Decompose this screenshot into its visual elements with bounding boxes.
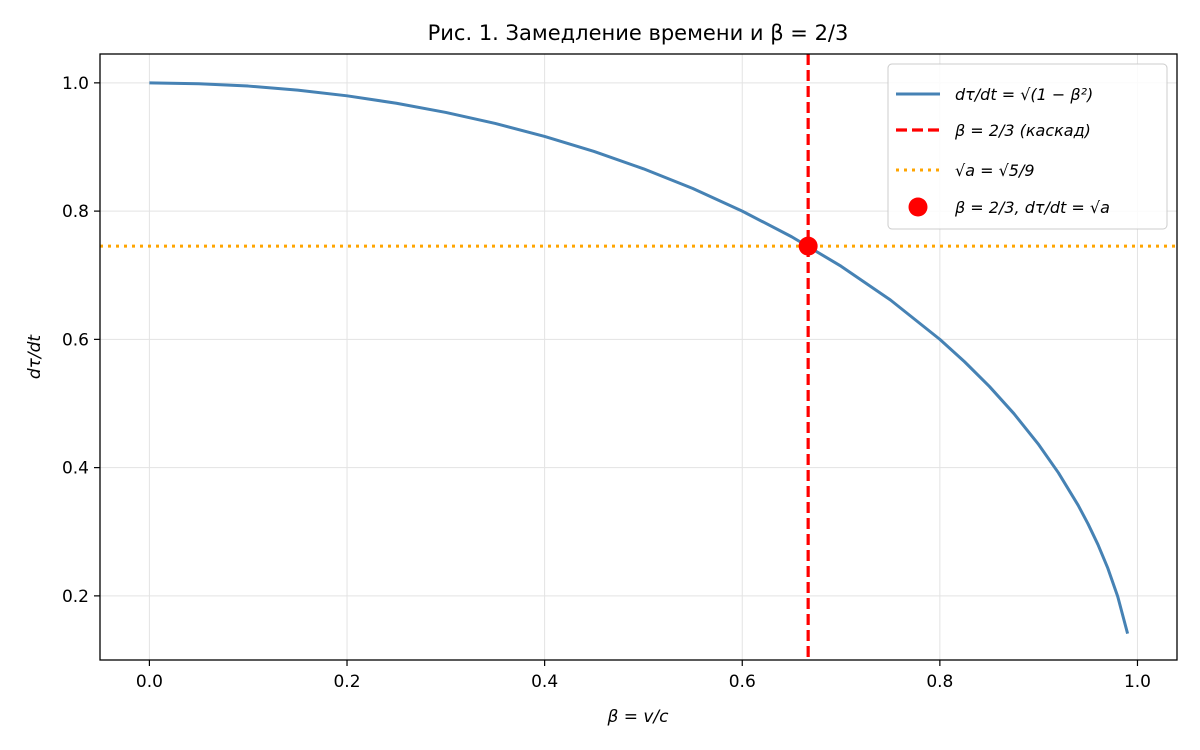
y-axis-label: dτ/dt: [25, 334, 45, 380]
intersection-point: [798, 236, 818, 256]
legend-label: β = 2/3 (каскад): [954, 121, 1091, 140]
plot-area: [100, 54, 1177, 660]
legend-box: [887, 63, 1168, 230]
y-tick-label: 0.4: [62, 459, 89, 479]
time-dilation-curve: [149, 81, 1130, 635]
x-axis: 0.0 0.2 0.4 0.6 0.8 1.0: [136, 660, 1151, 692]
y-tick-label: 1.0: [62, 74, 89, 94]
legend: dτ/dt = √(1 − β²) β = 2/3 (каскад) √a = √5…: [887, 63, 1168, 230]
legend-label: β = 2/3, dτ/dt = √a: [954, 198, 1110, 217]
legend-label: √a = √5/9: [955, 161, 1035, 180]
x-tick-label: 0.0: [136, 672, 163, 692]
y-tick-label: 0.2: [62, 587, 89, 607]
y-axis: 0.2 0.4 0.6 0.8 1.0: [62, 74, 100, 607]
legend-label: dτ/dt = √(1 − β²): [955, 85, 1093, 104]
x-tick-label: 0.8: [926, 672, 953, 692]
legend-point-marker: [908, 197, 928, 217]
x-tick-label: 1.0: [1124, 672, 1151, 692]
x-tick-label: 0.4: [531, 672, 558, 692]
axes-frame: [99, 53, 1178, 661]
x-axis-label: β = v/c: [606, 707, 669, 727]
y-tick-label: 0.8: [62, 202, 89, 222]
x-tick-label: 0.2: [333, 672, 360, 692]
chart-title: Рис. 1. Замедление времени и β = 2/3: [428, 21, 849, 45]
y-tick-label: 0.6: [62, 330, 89, 350]
x-tick-label: 0.6: [729, 672, 756, 692]
